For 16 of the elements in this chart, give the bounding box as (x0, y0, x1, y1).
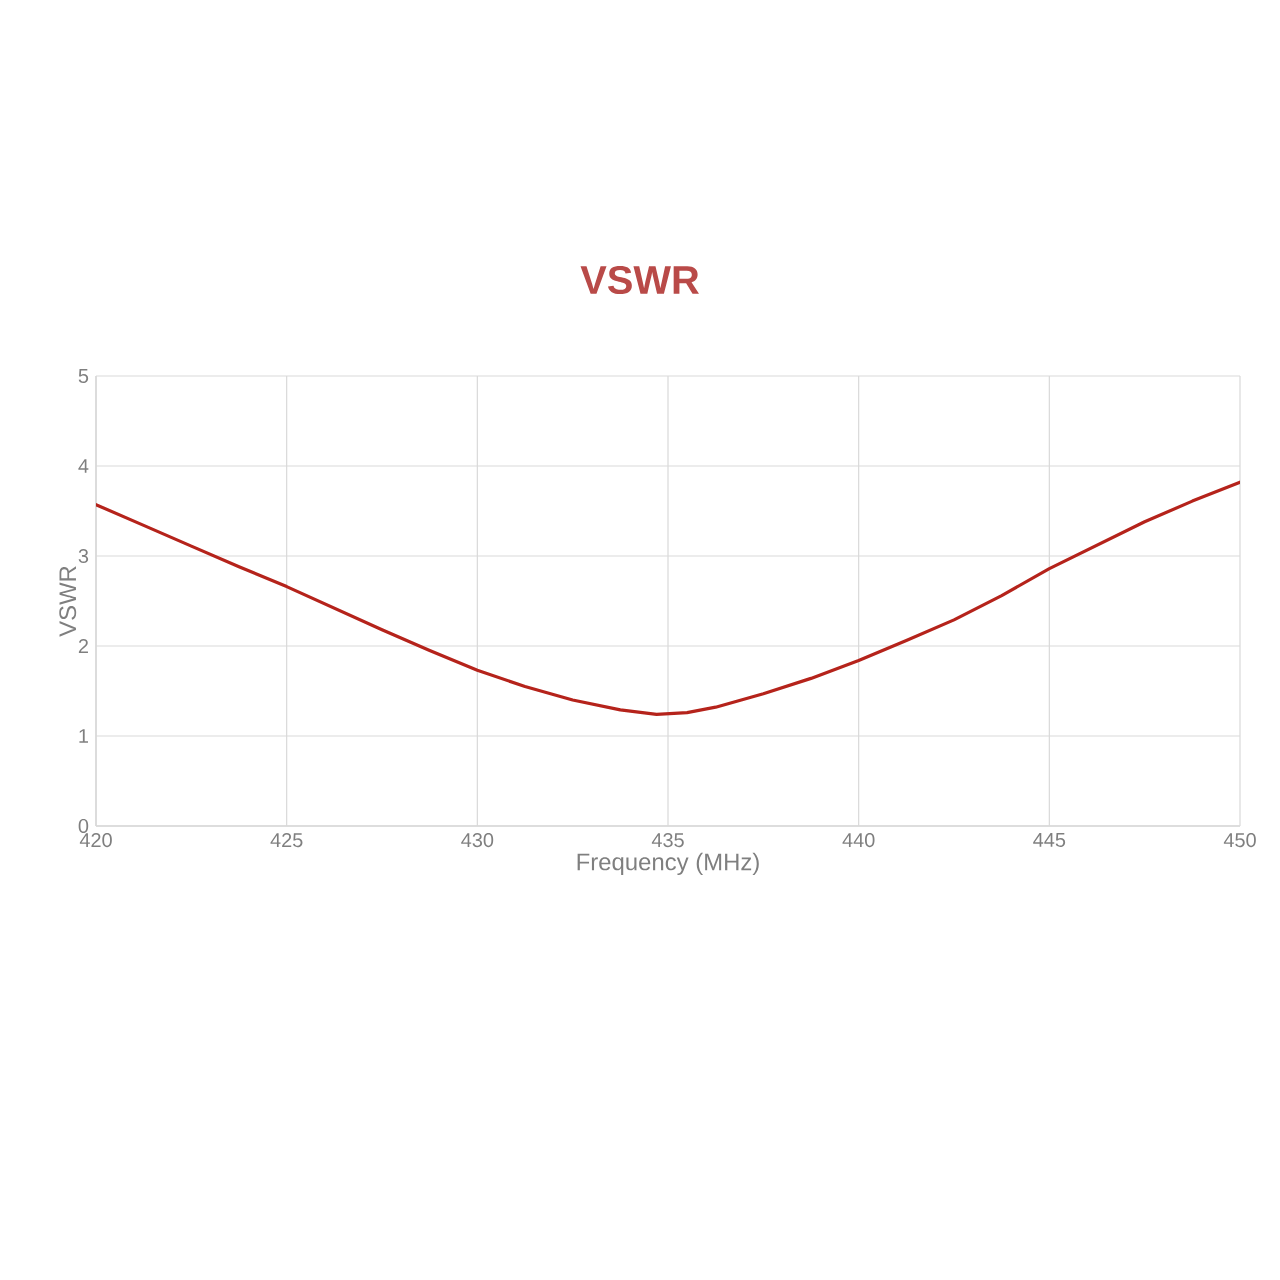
y-tick-label: 2 (78, 639, 88, 653)
y-tick-label: 0 (78, 818, 89, 834)
y-tick-label: 1 (79, 729, 88, 743)
y-tick-label: 5 (78, 369, 89, 383)
x-tick-label: 435 (651, 833, 684, 848)
y-tick-label: 4 (78, 459, 89, 473)
y-tick-label: 3 (78, 548, 89, 564)
x-tick-label: 450 (1223, 833, 1256, 848)
x-axis-title: Frequency (MHz) (577, 852, 759, 876)
x-tick-label: 445 (1033, 833, 1066, 847)
y-axis-title: VSWR (59, 566, 77, 637)
x-tick-label: 440 (842, 833, 875, 848)
x-tick-label: 425 (270, 833, 303, 848)
x-tick-label: 430 (461, 833, 494, 848)
chart-title: VSWR (580, 265, 699, 295)
x-tick-label: 420 (79, 833, 112, 848)
